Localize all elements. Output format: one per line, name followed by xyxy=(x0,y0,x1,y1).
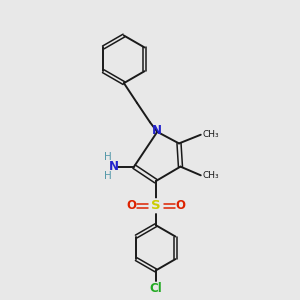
Text: N: N xyxy=(152,124,162,137)
Text: N: N xyxy=(109,160,119,173)
Text: S: S xyxy=(151,199,160,212)
Text: Cl: Cl xyxy=(149,282,162,295)
Text: O: O xyxy=(126,199,136,212)
Text: H: H xyxy=(104,171,112,181)
Text: O: O xyxy=(176,199,185,212)
Text: CH₃: CH₃ xyxy=(202,171,219,180)
Text: CH₃: CH₃ xyxy=(202,130,219,139)
Text: H: H xyxy=(104,152,112,162)
